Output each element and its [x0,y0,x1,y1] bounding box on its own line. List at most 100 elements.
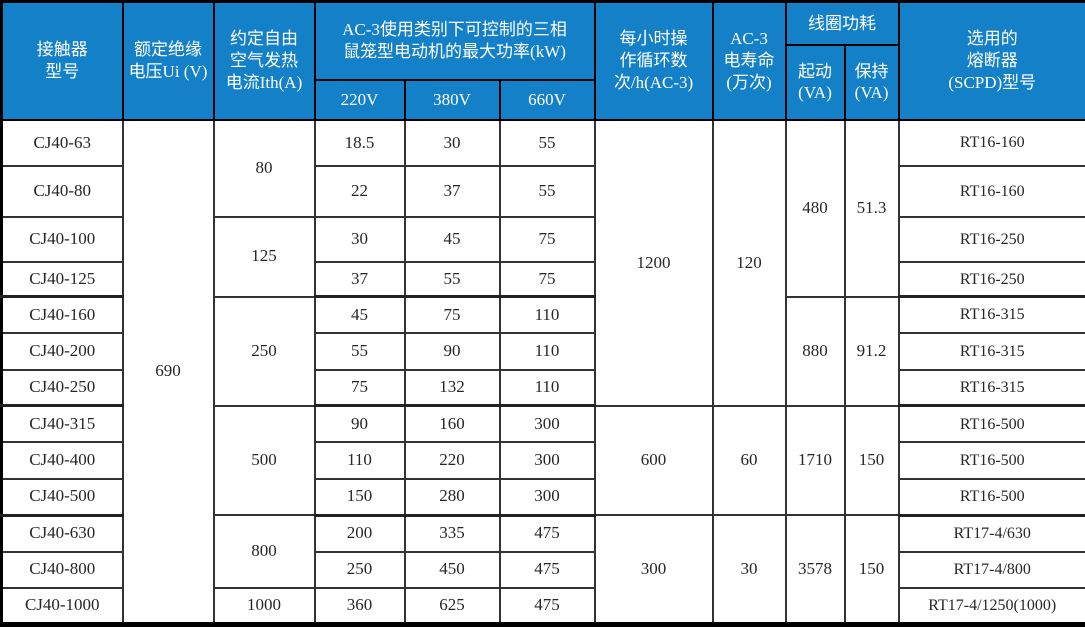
header-660v: 660V [498,79,596,121]
cell-model: CJ40-160 [0,295,124,335]
cell-p220: 22 [313,165,406,218]
cell-cycles: 300 [593,514,714,626]
cell-p660: 475 [498,550,596,590]
header-row-top: 接触器 型号 额定绝缘 电压Ui (V) 约定自由 空气发热 电流Ith(A) … [0,0,1085,121]
cell-model: CJ40-315 [0,404,124,444]
header-cycles-per-hour: 每小时操 作循环数 次/h(AC-3) [593,0,714,121]
cell-p220: 55 [313,332,406,371]
cell-p660: 475 [498,514,596,553]
header-coil-start: 起动 (VA) [784,43,846,121]
cell-p380: 280 [403,477,501,517]
cell-fuse: RT16-160 [897,165,1085,218]
cell-p380: 132 [403,368,501,408]
cell-p220: 90 [313,404,406,444]
cell-ith: 125 [212,215,316,298]
cell-hold-va: 91.2 [843,295,900,407]
cell-model: CJ40-63 [0,118,124,168]
table-row: CJ40-160 250 45 75 110 880 91.2 RT16-315 [0,295,1085,407]
table-row: CJ40-125 37 55 75 RT16-250 [0,261,1085,299]
cell-fuse: RT16-500 [897,441,1085,480]
cell-ith: 250 [212,295,316,407]
cell-fuse: RT16-315 [897,332,1085,371]
cell-hold-va: 51.3 [843,118,900,298]
cell-p220: 45 [313,295,406,335]
cell-cycles: 1200 [593,118,714,407]
cell-fuse: RT16-250 [897,261,1085,299]
header-fuse: 选用的 熔断器 (SCPD)型号 [897,0,1085,121]
header-coil-hold: 保持 (VA) [843,43,900,121]
cell-p380: 160 [403,404,501,444]
cell-p660: 55 [498,165,596,218]
cell-life: 30 [711,514,787,626]
cell-p660: 300 [498,404,596,444]
header-ac3-power: AC-3使用类别下可控制的三相 鼠笼型电动机的最大功率(kW) [313,0,596,82]
cell-start-va: 480 [784,118,846,298]
cell-fuse: RT16-500 [897,404,1085,444]
table-row: CJ40-100 125 30 45 75 RT16-250 [0,215,1085,298]
cell-fuse: RT17-4/1250(1000) [897,587,1085,626]
cell-p220: 30 [313,215,406,264]
cell-p220: 75 [313,368,406,408]
cell-p660: 110 [498,295,596,335]
table-row: CJ40-63 690 80 18.5 30 55 1200 120 480 5… [0,118,1085,626]
cell-p380: 335 [403,514,501,553]
cell-model: CJ40-80 [0,165,124,218]
cell-p220: 18.5 [313,118,406,168]
cell-life: 120 [711,118,787,407]
cell-p660: 475 [498,587,596,626]
cell-p220: 360 [313,587,406,626]
header-insulation-voltage: 额定绝缘 电压Ui (V) [121,0,215,121]
cell-fuse: RT16-160 [897,118,1085,168]
table-row: CJ40-250 75 132 110 RT16-315 [0,368,1085,408]
cell-p380: 90 [403,332,501,371]
cell-p380: 75 [403,295,501,335]
cell-model: CJ40-400 [0,441,124,480]
cell-ith: 500 [212,404,316,517]
cell-fuse: RT16-250 [897,215,1085,264]
table-row: CJ40-1000 1000 360 625 475 RT17-4/1250(1… [0,587,1085,626]
cell-hold-va: 150 [843,404,900,517]
table-row: CJ40-500 150 280 300 RT16-500 [0,477,1085,517]
cell-p220: 110 [313,441,406,480]
cell-model: CJ40-630 [0,514,124,553]
cell-model: CJ40-1000 [0,587,124,626]
cell-ith: 80 [212,118,316,218]
cell-p380: 45 [403,215,501,264]
header-380v: 380V [403,79,501,121]
header-row-voltages: 220V 380V 660V [2,79,1085,121]
cell-p660: 55 [498,118,596,168]
cell-fuse: RT17-4/630 [897,514,1085,553]
header-coil-power: 线圈功耗 [784,0,900,46]
cell-model: CJ40-800 [0,550,124,590]
cell-model: CJ40-125 [0,261,124,299]
cell-start-va: 1710 [784,404,846,517]
cell-insulation-voltage: 690 [121,118,215,626]
header-row-coil-sub: 起动 (VA) 保持 (VA) [2,43,1085,121]
cell-p660: 300 [498,477,596,517]
cell-p660: 110 [498,332,596,371]
cell-p380: 625 [403,587,501,626]
cell-model: CJ40-250 [0,368,124,408]
cell-p660: 110 [498,368,596,408]
cell-start-va: 880 [784,295,846,407]
cell-p220: 37 [313,261,406,299]
cell-model: CJ40-500 [0,477,124,517]
cell-model: CJ40-200 [0,332,124,371]
cell-p380: 450 [403,550,501,590]
header-thermal-current: 约定自由 空气发热 电流Ith(A) [212,0,316,121]
table-row: CJ40-80 22 37 55 RT16-160 [0,165,1085,218]
cell-ith: 1000 [212,587,316,626]
cell-p660: 300 [498,441,596,480]
cell-ith: 800 [212,514,316,590]
cell-hold-va: 150 [843,514,900,626]
header-model: 接触器 型号 [0,0,124,121]
table-row: CJ40-400 110 220 300 RT16-500 [0,441,1085,480]
cell-p380: 37 [403,165,501,218]
cell-life: 60 [711,404,787,517]
cell-fuse: RT17-4/800 [897,550,1085,590]
cell-model: CJ40-100 [0,215,124,264]
header-electrical-life: AC-3 电寿命 (万次) [711,0,787,121]
cell-p220: 200 [313,514,406,553]
cell-p380: 30 [403,118,501,168]
